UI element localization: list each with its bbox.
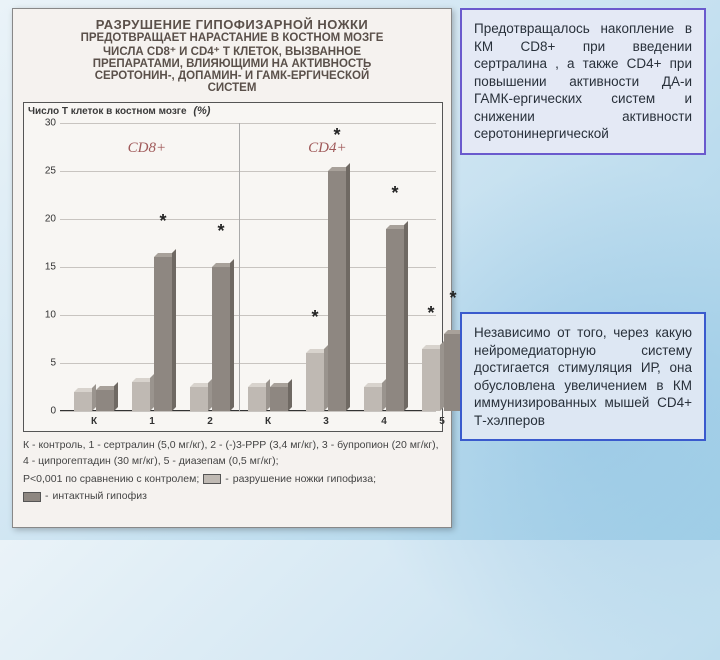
significance-star: * — [217, 221, 224, 242]
y-tick: 20 — [32, 214, 56, 225]
y-tick: 10 — [32, 310, 56, 321]
bar-intact — [386, 229, 404, 411]
handwritten-group-label: CD8+ — [128, 140, 166, 157]
grid-line — [60, 315, 436, 316]
chart-area: Число Т клеток в костном мозге (%) 0 5 10 1… — [23, 102, 443, 432]
significance-star: * — [311, 307, 318, 328]
grid-line — [60, 267, 436, 268]
handwritten-group-label: CD4+ — [308, 140, 346, 157]
legend-row-1: Р<0,001 по сравнению с контролем; - разр… — [23, 472, 441, 488]
chart-panel: РАЗРУШЕНИЕ ГИПОФИЗАРНОЙ НОЖКИ ПРЕДОТВРАЩ… — [12, 8, 452, 528]
significance-star: * — [159, 211, 166, 232]
bar-destroyed — [364, 387, 382, 411]
grid-line — [60, 411, 436, 412]
textbox-bottom: Независимо от того, через какую нейромед… — [460, 312, 706, 441]
legend-block: К - контроль, 1 - сертралин (5,0 мг/кг),… — [23, 438, 441, 505]
bar-destroyed — [74, 392, 92, 411]
bar-intact — [96, 390, 114, 411]
x-label: 4 — [381, 416, 387, 427]
y-tick: 30 — [32, 118, 56, 129]
bar-intact — [154, 257, 172, 411]
x-label: 1 — [149, 416, 155, 427]
x-label: 3 — [323, 416, 329, 427]
significance-star: * — [427, 303, 434, 324]
x-label: К — [91, 416, 97, 427]
bar-intact — [212, 267, 230, 411]
bar-intact — [328, 171, 346, 411]
legend-conditions: К - контроль, 1 - сертралин (5,0 мг/кг),… — [23, 438, 441, 470]
textbox-top: Предотвращалось накопление в КМ CD8+ при… — [460, 8, 706, 155]
bar-destroyed — [248, 387, 266, 411]
y-tick: 0 — [32, 406, 56, 417]
y-tick: 15 — [32, 262, 56, 273]
plot-area: 051015202530К12К345*******CD8+CD4+ — [60, 123, 436, 411]
significance-star: * — [391, 183, 398, 204]
significance-star: * — [449, 288, 456, 309]
swatch-destroyed — [203, 474, 221, 484]
y-tick: 5 — [32, 358, 56, 369]
bar-destroyed — [422, 349, 440, 411]
bar-destroyed — [306, 353, 324, 411]
x-label: 2 — [207, 416, 213, 427]
x-label: 5 — [439, 416, 445, 427]
bar-intact — [270, 387, 288, 411]
bar-destroyed — [190, 387, 208, 411]
grid-line — [60, 123, 436, 124]
legend-row-2: - интактный гипофиз — [23, 489, 441, 505]
grid-line — [60, 219, 436, 220]
swatch-intact — [23, 492, 41, 502]
chart-title: РАЗРУШЕНИЕ ГИПОФИЗАРНОЙ НОЖКИ ПРЕДОТВРАЩ… — [23, 17, 441, 94]
x-label: К — [265, 416, 271, 427]
y-axis-title: Число Т клеток в костном мозге (%) — [28, 105, 210, 117]
bar-destroyed — [132, 382, 150, 411]
grid-line — [60, 171, 436, 172]
group-divider — [239, 123, 240, 411]
grid-line — [60, 363, 436, 364]
y-tick: 25 — [32, 166, 56, 177]
